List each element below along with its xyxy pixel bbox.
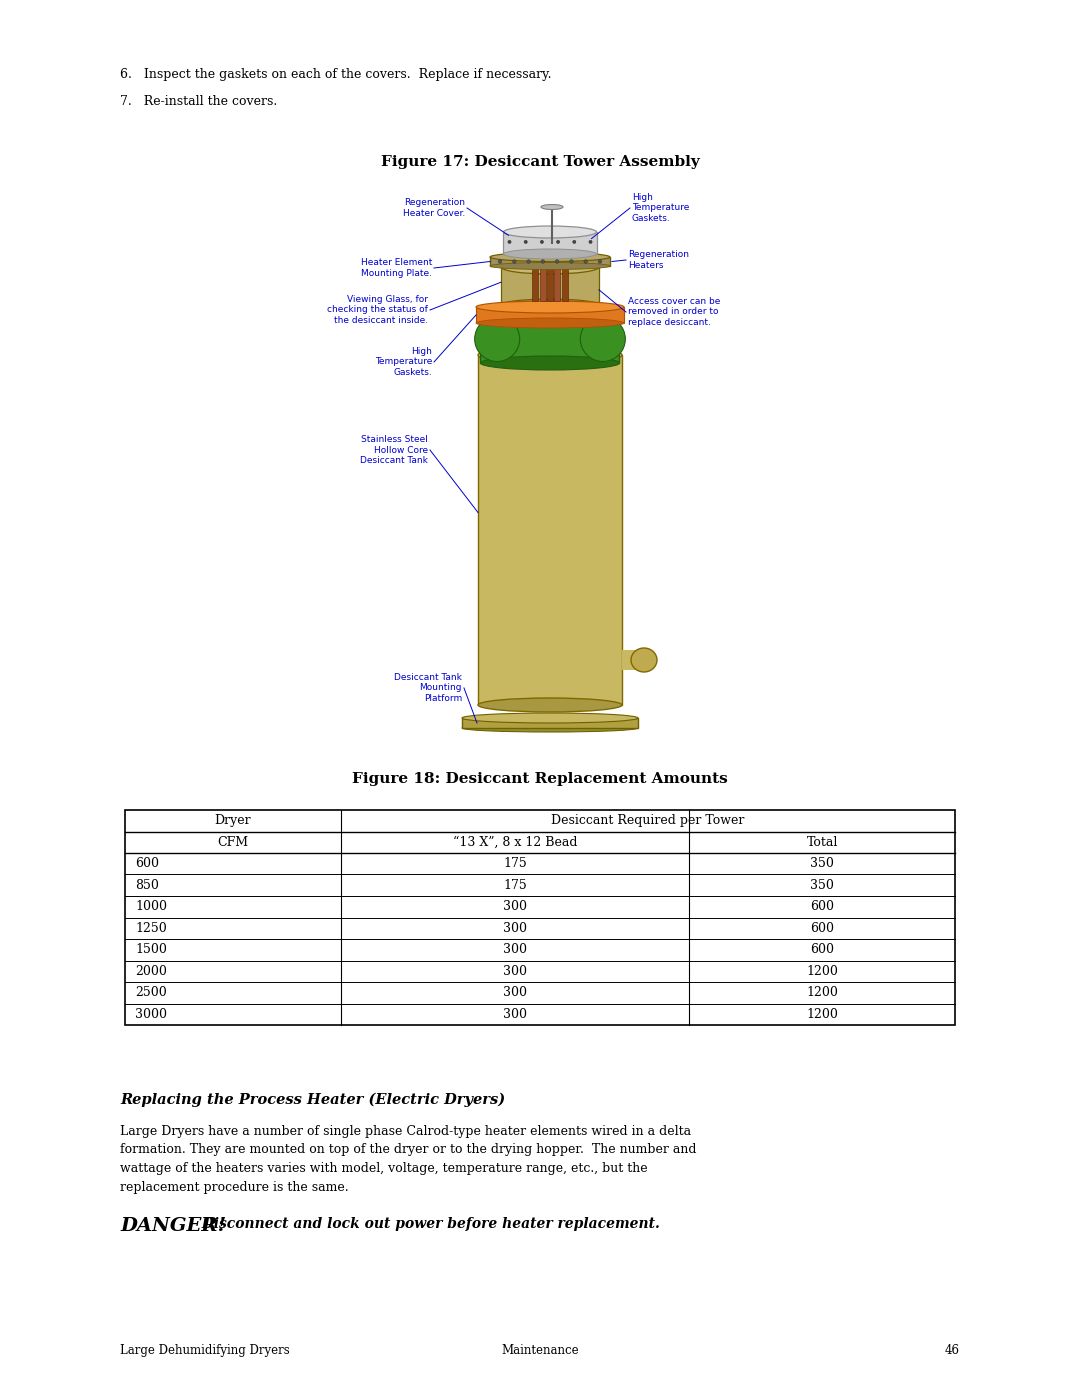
Circle shape [524, 240, 527, 243]
Text: Desiccant Tank
Mounting
Platform: Desiccant Tank Mounting Platform [394, 673, 462, 703]
Circle shape [527, 260, 530, 263]
Bar [554, 239, 561, 300]
Ellipse shape [462, 712, 638, 724]
Text: Dryer: Dryer [215, 814, 252, 827]
Text: 300: 300 [503, 922, 527, 935]
Bar [562, 239, 568, 300]
Circle shape [498, 260, 502, 263]
Text: 300: 300 [503, 986, 527, 999]
Ellipse shape [501, 299, 599, 312]
Ellipse shape [476, 300, 624, 313]
Text: Figure 18: Desiccant Replacement Amounts: Figure 18: Desiccant Replacement Amounts [352, 773, 728, 787]
Text: 350: 350 [810, 879, 834, 891]
Text: 600: 600 [135, 858, 159, 870]
Ellipse shape [481, 306, 620, 324]
Text: Stainless Steel
Hollow Core
Desiccant Tank: Stainless Steel Hollow Core Desiccant Ta… [360, 434, 428, 465]
Ellipse shape [478, 346, 622, 365]
Bar [125, 810, 955, 1025]
Text: 300: 300 [503, 1007, 527, 1021]
Circle shape [589, 240, 592, 243]
Text: 300: 300 [503, 965, 527, 978]
Ellipse shape [475, 317, 519, 362]
Circle shape [598, 260, 602, 263]
Text: 175: 175 [503, 858, 527, 870]
Ellipse shape [481, 356, 620, 370]
Text: 600: 600 [810, 900, 834, 914]
Ellipse shape [631, 648, 657, 672]
Text: Regeneration
Heaters: Regeneration Heaters [627, 250, 689, 270]
Bar [478, 355, 622, 705]
Text: 46: 46 [945, 1344, 960, 1356]
Text: Disconnect and lock out power before heater replacement.: Disconnect and lock out power before hea… [192, 1217, 660, 1231]
Bar [546, 239, 553, 300]
Circle shape [569, 260, 573, 263]
Text: 600: 600 [810, 922, 834, 935]
Text: DANGER!: DANGER! [120, 1217, 226, 1235]
Text: Large Dehumidifying Dryers: Large Dehumidifying Dryers [120, 1344, 289, 1356]
Bar [532, 239, 538, 300]
Text: Figure 17: Desiccant Tower Assembly: Figure 17: Desiccant Tower Assembly [380, 155, 700, 169]
Bar [462, 718, 638, 728]
Text: Maintenance: Maintenance [501, 1344, 579, 1356]
Text: Desiccant Required per Tower: Desiccant Required per Tower [551, 814, 744, 827]
Circle shape [541, 260, 544, 263]
Text: 2500: 2500 [135, 986, 166, 999]
Text: Large Dryers have a number of single phase Calrod-type heater elements wired in : Large Dryers have a number of single pha… [120, 1125, 697, 1193]
Circle shape [556, 240, 559, 243]
Text: Total: Total [807, 835, 838, 849]
Text: 1200: 1200 [807, 986, 838, 999]
Text: 1500: 1500 [135, 943, 167, 957]
Text: 300: 300 [503, 900, 527, 914]
Text: 300: 300 [503, 943, 527, 957]
Ellipse shape [490, 263, 610, 270]
Circle shape [540, 240, 543, 243]
Text: “13 X”, 8 x 12 Bead: “13 X”, 8 x 12 Bead [453, 835, 578, 849]
Text: CFM: CFM [217, 835, 248, 849]
Circle shape [508, 240, 511, 243]
Text: 350: 350 [810, 858, 834, 870]
Text: 3000: 3000 [135, 1007, 167, 1021]
Ellipse shape [503, 249, 596, 258]
Text: Replacing the Process Heater (Electric Dryers): Replacing the Process Heater (Electric D… [120, 1092, 505, 1108]
Text: High
Temperature
Gaskets.: High Temperature Gaskets. [632, 193, 689, 224]
Bar [476, 307, 624, 323]
Text: Regeneration
Heater Cover.: Regeneration Heater Cover. [403, 198, 465, 218]
Text: Heater Element
Mounting Plate.: Heater Element Mounting Plate. [361, 258, 432, 278]
Text: 1200: 1200 [807, 1007, 838, 1021]
Text: Access cover can be
removed in order to
replace desiccant.: Access cover can be removed in order to … [627, 298, 720, 327]
Bar [503, 232, 596, 254]
Circle shape [555, 260, 559, 263]
Bar [481, 314, 620, 363]
Circle shape [513, 260, 516, 263]
Ellipse shape [476, 319, 624, 328]
Text: 1000: 1000 [135, 900, 167, 914]
Ellipse shape [478, 698, 622, 712]
Text: 6.   Inspect the gaskets on each of the covers.  Replace if necessary.: 6. Inspect the gaskets on each of the co… [120, 68, 552, 81]
Ellipse shape [490, 253, 610, 261]
Circle shape [584, 260, 588, 263]
Ellipse shape [541, 204, 563, 210]
Text: 7.   Re-install the covers.: 7. Re-install the covers. [120, 95, 278, 108]
Ellipse shape [501, 260, 599, 274]
Text: 1200: 1200 [807, 965, 838, 978]
Bar [540, 239, 546, 300]
Text: Viewing Glass, for
checking the status of
the desiccant inside.: Viewing Glass, for checking the status o… [327, 295, 428, 326]
Bar [490, 257, 610, 265]
Text: 600: 600 [810, 943, 834, 957]
Ellipse shape [503, 226, 596, 237]
Ellipse shape [580, 317, 625, 362]
Text: High
Temperature
Gaskets.: High Temperature Gaskets. [375, 346, 432, 377]
Text: 1250: 1250 [135, 922, 166, 935]
Bar [622, 650, 644, 671]
Circle shape [572, 240, 576, 243]
Bar [501, 267, 599, 305]
Text: 175: 175 [503, 879, 527, 891]
Text: 2000: 2000 [135, 965, 167, 978]
Ellipse shape [462, 724, 638, 732]
Text: 850: 850 [135, 879, 159, 891]
